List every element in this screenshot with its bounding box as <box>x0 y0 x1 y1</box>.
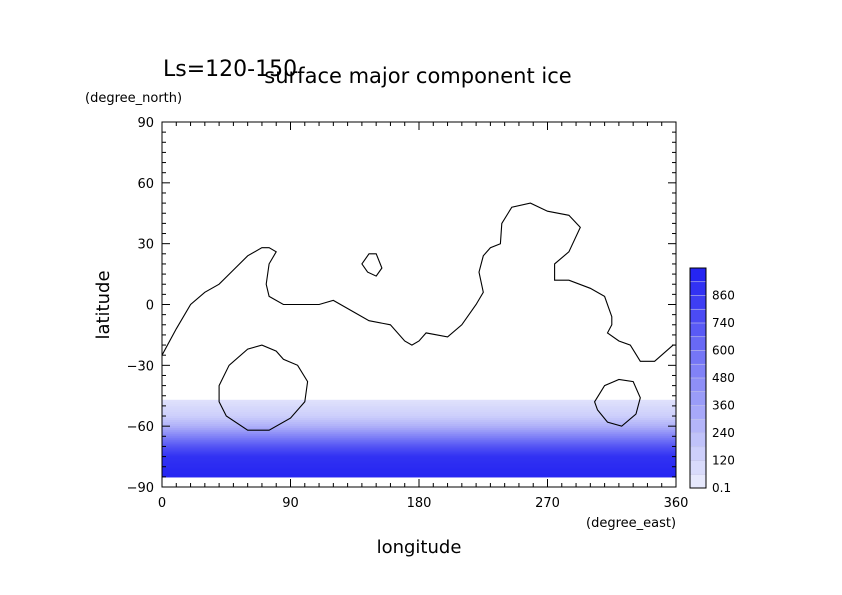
colorbar-swatch <box>690 336 706 351</box>
ice-band <box>162 466 676 470</box>
colorbar-label: 0.1 <box>712 481 731 495</box>
y-tick-label: 0 <box>146 299 154 314</box>
colorbar-swatch <box>690 378 706 393</box>
x-tick-labels: 0 90 180 270 360 <box>158 496 689 511</box>
x-tick-label: 90 <box>282 496 299 511</box>
ice-band <box>162 432 676 435</box>
colorbar-label: 120 <box>712 454 735 468</box>
ice-band <box>162 450 676 454</box>
x-tick-label: 360 <box>664 496 689 511</box>
ice-band <box>162 456 676 460</box>
ice-band <box>162 407 676 411</box>
colorbar-swatch <box>690 268 706 283</box>
colorbar-swatch <box>690 433 706 448</box>
colorbar-label: 600 <box>712 344 735 358</box>
x-tick-label: 0 <box>158 496 166 511</box>
x-tick-label: 180 <box>407 496 432 511</box>
y-tick-label: 60 <box>137 177 154 192</box>
colorbar <box>690 268 706 489</box>
ice-band <box>162 424 676 427</box>
x-axis-label: longitude <box>377 537 462 558</box>
colorbar-swatch <box>690 364 706 379</box>
y-tick-label: 30 <box>137 238 154 253</box>
ice-band <box>162 452 676 456</box>
ice-band <box>162 428 676 431</box>
ice-band <box>162 458 676 462</box>
colorbar-label: 240 <box>712 426 735 440</box>
ice-band <box>162 416 676 419</box>
ice-band <box>162 420 676 423</box>
ice-band <box>162 418 676 421</box>
colorbar-frame <box>689 267 707 489</box>
contour-line <box>162 202 676 362</box>
y-tick-label: −60 <box>127 420 154 435</box>
ice-band <box>162 414 676 417</box>
ice-band <box>162 448 676 452</box>
ice-band <box>162 430 676 433</box>
colorbar-swatch <box>690 391 706 406</box>
x-axis-unit: (degree_east) <box>586 516 676 531</box>
ice-field <box>162 399 676 478</box>
colorbar-swatch <box>690 350 706 365</box>
contour-lines <box>162 202 676 431</box>
ice-band <box>162 409 676 413</box>
y-axis-unit: (degree_north) <box>85 91 182 106</box>
ice-band <box>162 454 676 458</box>
ice-band <box>162 434 676 437</box>
ice-band <box>162 442 676 446</box>
colorbar-swatch <box>690 281 706 296</box>
colorbar-swatch <box>690 446 706 461</box>
colorbar-swatch <box>690 474 706 489</box>
y-axis-label: latitude <box>93 270 114 339</box>
colorbar-swatch <box>690 419 706 434</box>
contour-line <box>593 378 641 427</box>
colorbar-label: 740 <box>712 316 735 330</box>
colorbar-swatch <box>690 309 706 324</box>
colorbar-swatch <box>690 405 706 420</box>
y-tick-label: −90 <box>127 481 154 496</box>
contour-line <box>361 253 383 277</box>
ice-band <box>162 460 676 464</box>
y-tick-label: 90 <box>137 116 154 131</box>
ice-band <box>162 462 676 466</box>
ice-band <box>162 464 676 468</box>
ice-band <box>162 401 676 405</box>
chart-title: surface major component ice <box>264 64 571 88</box>
ice-band <box>162 470 676 474</box>
contour-line <box>218 344 309 431</box>
axis-ticks <box>161 121 677 488</box>
ice-band <box>162 468 676 472</box>
ice-band <box>162 436 676 439</box>
chart-subtitle: Ls=120-150 <box>163 57 297 82</box>
colorbar-label: 860 <box>712 289 735 303</box>
ice-band <box>162 444 676 448</box>
ice-band <box>162 399 676 403</box>
y-tick-label: −30 <box>127 359 154 374</box>
ice-band <box>162 446 676 450</box>
colorbar-swatch <box>690 460 706 475</box>
ice-band <box>162 440 676 443</box>
x-tick-label: 270 <box>535 496 560 511</box>
colorbar-swatch <box>690 295 706 310</box>
ice-band <box>162 411 676 415</box>
colorbar-labels: 0.1 120 240 360 480 600 740 860 <box>712 289 735 496</box>
ice-band <box>162 422 676 425</box>
ice-band <box>162 403 676 407</box>
colorbar-swatch <box>690 323 706 338</box>
ice-band <box>162 474 676 478</box>
y-tick-labels: 90 60 30 0 −30 −60 −90 <box>127 116 154 496</box>
ice-band <box>162 438 676 441</box>
ice-band <box>162 472 676 476</box>
ice-band <box>162 405 676 409</box>
ice-band <box>162 426 676 429</box>
colorbar-label: 480 <box>712 371 735 385</box>
colorbar-label: 360 <box>712 399 735 413</box>
